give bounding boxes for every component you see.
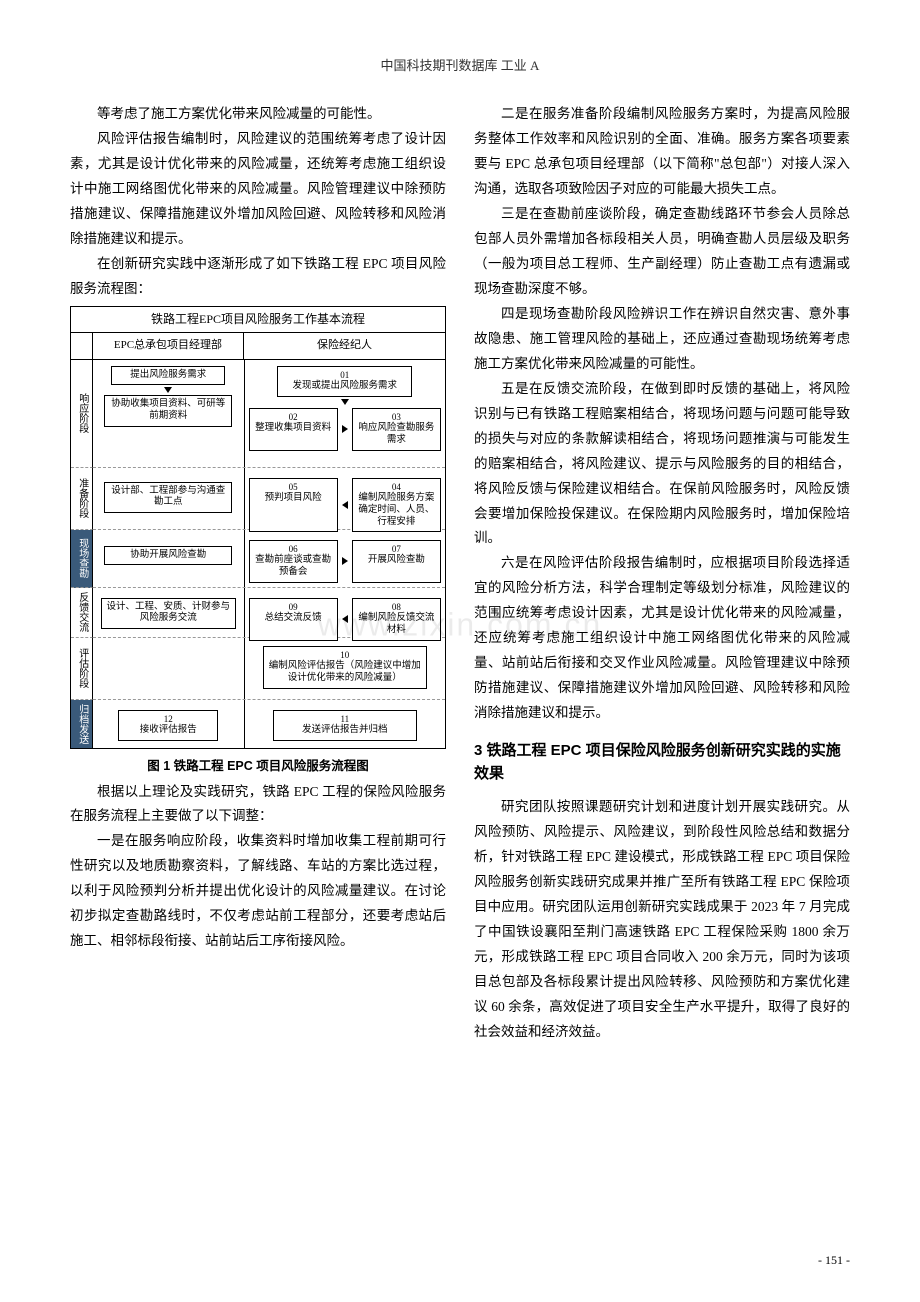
flowchart-col-right-header: 保险经纪人 [244,333,445,359]
section-heading: 3 铁路工程 EPC 项目保险风险服务创新研究实践的实施效果 [474,740,850,785]
flowchart-box: 01 发现或提出风险服务需求 [277,366,412,397]
flowchart-box: 11 发送评估报告并归档 [273,710,417,741]
paragraph: 六是在风险评估阶段报告编制时，应根据项目阶段选择适宜的风险分析方法，科学合理制定… [474,551,850,726]
box-text: 总结交流反馈 [265,613,322,623]
paragraph: 五是在反馈交流阶段，在做到即时反馈的基础上，将风险识别与已有铁路工程赔案相结合，… [474,377,850,552]
box-number: 08 [357,602,436,613]
flowchart-main: 提出风险服务需求 协助收集项目资料、可研等前期资料 01 发现或提出风险服务需求 [93,360,445,748]
paragraph: 三是在查勘前座谈阶段，确定查勘线路环节参会人员除总包部人员外需增加各标段相关人员… [474,202,850,302]
flowchart-box: 提出风险服务需求 [111,366,225,386]
flowchart-box: 09 总结交流反馈 [249,598,338,641]
stage-label: 评估阶段 [71,638,93,700]
flowchart-title: 铁路工程EPC项目风险服务工作基本流程 [71,307,445,333]
box-text: 整理收集项目资料 [255,423,331,433]
flowchart-box: 协助开展风险查勘 [104,546,232,566]
box-number: 01 [282,370,407,381]
box-text: 编制风险反馈交流材料 [358,613,434,635]
two-column-layout: 等考虑了施工方案优化带来风险减量的可能性。 风险评估报告编制时，风险建议的范围统… [70,102,850,1045]
stage-label: 现场查勘 [71,530,93,588]
box-number: 07 [357,544,436,555]
page-number: - 151 - [818,1253,850,1268]
box-number: 05 [254,482,333,493]
box-number: 10 [268,650,422,661]
flowchart-box: 08 编制风险反馈交流材料 [352,598,441,641]
box-text: 编制风险评估报告（风险建议中增加设计优化带来的风险减量） [269,661,421,683]
paragraph: 根据以上理论及实践研究，铁路 EPC 工程的保险风险服务在服务流程上主要做了以下… [70,780,446,830]
flowchart-box: 02 整理收集项目资料 [249,408,338,451]
box-number: 04 [357,482,436,493]
flowchart-box: 协助收集项目资料、可研等前期资料 [104,395,232,427]
paragraph: 风险评估报告编制时，风险建议的范围统筹考虑了设计因素，尤其是设计优化带来的风险减… [70,127,446,252]
box-number: 12 [123,714,213,725]
figure-caption: 图 1 铁路工程 EPC 项目风险服务流程图 [70,755,446,774]
left-column: 等考虑了施工方案优化带来风险减量的可能性。 风险评估报告编制时，风险建议的范围统… [70,102,446,1045]
box-number: 11 [278,714,412,725]
box-text: 发送评估报告并归档 [302,725,388,735]
flowchart: 铁路工程EPC项目风险服务工作基本流程 EPC总承包项目经理部 保险经纪人 响应… [70,306,446,749]
page-header: 中国科技期刊数据库 工业 A [70,55,850,74]
flowchart-stage-sidebar: 响应阶段 准备阶段 现场查勘 反馈交流 评估阶段 归档发送 [71,360,93,748]
paragraph: 二是在服务准备阶段编制风险服务方案时，为提高风险服务整体工作效率和风险识别的全面… [474,102,850,202]
box-number: 06 [254,544,333,555]
flowchart-box: 05 预判项目风险 [249,478,338,533]
box-number: 09 [254,602,333,613]
box-text: 响应风险查勘服务需求 [358,423,434,445]
box-text: 发现或提出风险服务需求 [293,381,398,391]
box-text: 编制风险服务方案确定时间、人员、行程安排 [358,493,434,527]
flowchart-col-left-header: EPC总承包项目经理部 [93,333,244,359]
stage-label: 响应阶段 [71,360,93,468]
stage-label: 归档发送 [71,700,93,748]
box-text: 预判项目风险 [265,493,322,503]
box-text: 接收评估报告 [140,725,197,735]
paragraph: 研究团队按照课题研究计划和进度计划开展实践研究。从风险预防、风险提示、风险建议，… [474,795,850,1045]
flowchart-box: 07 开展风险查勘 [352,540,441,583]
paragraph: 四是现场查勘阶段风险辨识工作在辨识自然灾害、意外事故隐患、施工管理风险的基础上，… [474,302,850,377]
flowchart-box: 03 响应风险查勘服务需求 [352,408,441,451]
box-number: 02 [254,412,333,423]
flowchart-box: 12 接收评估报告 [118,710,218,741]
right-column: 二是在服务准备阶段编制风险服务方案时，为提高风险服务整体工作效率和风险识别的全面… [474,102,850,1045]
stage-label: 反馈交流 [71,588,93,638]
box-number: 03 [357,412,436,423]
flowchart-box: 设计部、工程部参与沟通查勘工点 [104,482,232,514]
paragraph: 等考虑了施工方案优化带来风险减量的可能性。 [70,102,446,127]
flowchart-box: 设计、工程、安质、计财参与风险服务交流 [101,598,236,630]
flowchart-box: 06 查勘前座谈或查勘预备会 [249,540,338,583]
paragraph: 一是在服务响应阶段，收集资料时增加收集工程前期可行性研究以及地质勘察资料，了解线… [70,829,446,954]
paragraph: 在创新研究实践中逐渐形成了如下铁路工程 EPC 项目风险服务流程图： [70,252,446,302]
flowchart-box: 10 编制风险评估报告（风险建议中增加设计优化带来的风险减量） [263,646,427,689]
stage-label: 准备阶段 [71,468,93,530]
flowchart-box: 04 编制风险服务方案确定时间、人员、行程安排 [352,478,441,533]
flowchart-column-headers: EPC总承包项目经理部 保险经纪人 [71,333,445,360]
box-text: 开展风险查勘 [368,555,425,565]
box-text: 查勘前座谈或查勘预备会 [255,555,331,577]
